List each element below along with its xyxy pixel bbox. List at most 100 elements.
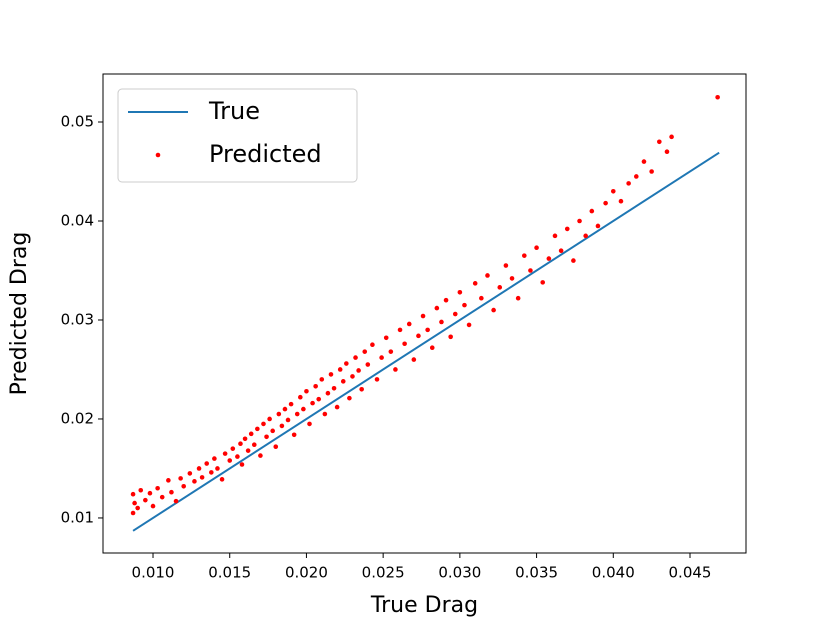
scatter-point (279, 423, 285, 429)
scatter-point (347, 395, 352, 401)
scatter-point (242, 436, 248, 442)
scatter-point (439, 319, 444, 325)
scatter-point (166, 478, 171, 483)
y-tick-label: 0.05 (61, 113, 94, 131)
scatter-point (457, 289, 463, 295)
scatter-point (147, 490, 153, 496)
x-tick-label: 0.020 (285, 564, 328, 582)
scatter-point (365, 362, 371, 367)
scatter-point (552, 233, 558, 239)
scatter-point (466, 322, 472, 328)
scatter-point (199, 475, 205, 480)
scatter-point (571, 258, 576, 263)
scatter-point (388, 349, 394, 354)
scatter-point (350, 374, 355, 379)
scatter-point (610, 189, 616, 194)
scatter-point (316, 396, 322, 402)
scatter-point (491, 307, 496, 313)
scatter-point (485, 273, 490, 278)
scatter-point (255, 426, 260, 432)
scatter-point (282, 406, 288, 412)
scatter-point (227, 458, 233, 463)
x-tick-label: 0.045 (669, 564, 712, 582)
legend-label: Predicted (209, 140, 322, 168)
scatter-point (618, 198, 624, 204)
scatter-point (715, 94, 720, 100)
scatter-point (138, 487, 144, 493)
y-tick-label: 0.04 (61, 211, 94, 229)
scatter-point (564, 226, 570, 232)
scatter-point (362, 349, 368, 354)
scatter-point (337, 367, 343, 372)
scatter-point (429, 345, 435, 351)
scatter-point (669, 134, 674, 140)
scatter-point (230, 446, 236, 451)
scatter-point (328, 372, 334, 377)
scatter-point (472, 281, 478, 286)
scatter-point (664, 149, 670, 155)
x-tick-label: 0.040 (592, 564, 635, 582)
scatter-point (434, 305, 440, 311)
scatter-point (276, 411, 282, 417)
scatter-point (238, 441, 243, 447)
scatter-point (192, 479, 197, 484)
scatter-point (406, 321, 412, 327)
scatter-point (462, 302, 467, 308)
scatter-point (187, 471, 193, 476)
scatter-point (294, 411, 300, 417)
scatter-point (589, 208, 595, 214)
scatter-point (370, 342, 375, 348)
scatter-point (344, 361, 349, 366)
scatter-point (291, 432, 297, 438)
scatter-point (448, 334, 453, 340)
scatter-point (173, 498, 179, 504)
scatter-point (479, 295, 484, 301)
scatter-point (331, 385, 337, 391)
scatter-point (356, 368, 361, 373)
scatter-point (425, 327, 430, 333)
scatter-point (340, 379, 346, 384)
scatter-point (583, 233, 588, 239)
scatter-point (595, 223, 601, 229)
true-line (132, 151, 720, 532)
scatter-point (261, 421, 266, 427)
scatter-point (251, 442, 257, 448)
x-tick-label: 0.010 (132, 564, 175, 582)
scatter-point (204, 461, 210, 466)
scatter-point (155, 485, 160, 491)
plot-frame (102, 73, 747, 554)
scatter-point (313, 384, 318, 389)
y-axis-label: Predicted Drag (7, 232, 32, 396)
x-axis-label: True Drag (370, 593, 478, 618)
scatter-point (181, 483, 187, 489)
scatter-point (301, 406, 306, 412)
x-tick-label: 0.035 (515, 564, 558, 582)
scatter-point (196, 466, 202, 471)
scatter-point (159, 494, 165, 500)
scatter-point (270, 428, 275, 434)
x-tick-label: 0.015 (208, 564, 251, 582)
scatter-point (379, 355, 384, 360)
scatter-point (558, 248, 564, 253)
scatter-point (319, 377, 325, 382)
scatter-point (132, 500, 137, 506)
legend-marker (155, 152, 161, 158)
scatter-point (443, 297, 449, 303)
scatter-point (657, 139, 662, 145)
scatter-point (540, 280, 546, 285)
y-tick-label: 0.02 (61, 409, 94, 427)
scatter-point (322, 411, 328, 417)
scatter-point (534, 245, 539, 251)
scatter-point (416, 333, 421, 339)
scatter-point (497, 285, 503, 290)
scatter-point (397, 327, 403, 333)
scatter-point (515, 295, 521, 301)
scatter-point (509, 276, 515, 281)
y-tick-label: 0.03 (61, 310, 94, 328)
scatter-point (411, 357, 417, 362)
scatter-point (402, 341, 407, 347)
scatter-point (334, 404, 340, 410)
scatter-point (641, 159, 647, 164)
